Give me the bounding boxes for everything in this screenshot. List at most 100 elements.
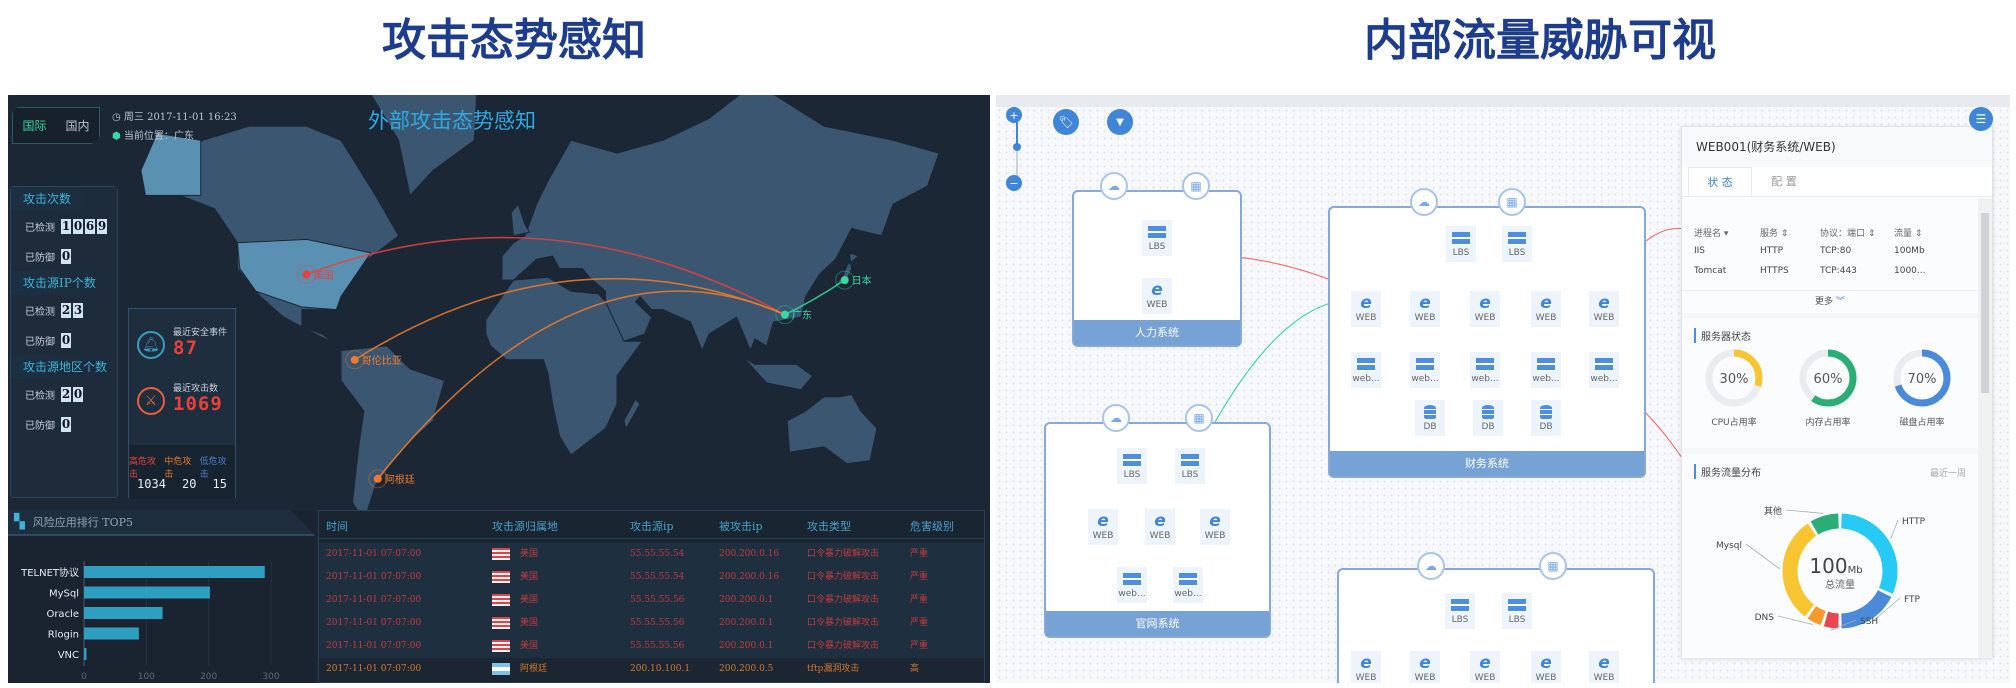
- node-lbs[interactable]: LBS: [1175, 448, 1205, 484]
- ie-icon: e: [1540, 293, 1552, 313]
- type-cell: 口令暴力破解攻击: [807, 618, 880, 628]
- more-button[interactable]: 更多 ︾: [1682, 290, 1978, 312]
- high-risk-label: 高危攻击: [129, 457, 157, 480]
- process-column-header[interactable]: 进程名 ▾: [1694, 229, 1729, 239]
- node-web[interactable]: e WEB: [1200, 509, 1230, 545]
- building-icon[interactable]: ▦: [1539, 552, 1567, 580]
- node-web-service[interactable]: web...: [1410, 352, 1440, 388]
- node-lbs[interactable]: LBS: [1446, 226, 1476, 262]
- node-lbs[interactable]: LBS: [1502, 593, 1532, 629]
- zoom-slider-handle[interactable]: [1013, 143, 1021, 151]
- node-web[interactable]: e WEB: [1088, 509, 1118, 545]
- panel-scrollbar[interactable]: [1978, 198, 1992, 658]
- map-marker[interactable]: [840, 276, 849, 285]
- tab-config[interactable]: 配 置: [1771, 175, 1797, 188]
- node-web[interactable]: e WEB: [1410, 291, 1440, 327]
- range-selector[interactable]: 最近一周: [1929, 469, 1966, 479]
- icon-shape: [1476, 357, 1494, 371]
- grid-icon: ▚: [14, 514, 25, 530]
- table-row[interactable]: 2017-11-01 07:07:00 阿根廷 200.10.100.1 200.20…: [319, 658, 984, 681]
- donut-slice[interactable]: [1782, 523, 1817, 617]
- node-web[interactable]: e WEB: [1145, 509, 1175, 545]
- map-marker[interactable]: [780, 310, 789, 319]
- node-label: WEB: [1149, 531, 1171, 541]
- system-group[interactable]: 财务系统: [1328, 206, 1646, 478]
- map-marker[interactable]: [302, 270, 311, 279]
- node-web[interactable]: e WEB: [1470, 291, 1500, 327]
- donut-slice[interactable]: [1840, 513, 1898, 594]
- zoom-in-button[interactable]: +: [1006, 107, 1022, 123]
- map-marker[interactable]: [350, 355, 359, 364]
- land-south-america: [340, 345, 446, 523]
- column-header[interactable]: 攻击源ip: [630, 520, 674, 533]
- node-label: LBS: [1181, 470, 1199, 480]
- column-header[interactable]: 被攻击ip: [719, 520, 763, 533]
- cloud-icon[interactable]: ☁: [1100, 172, 1128, 200]
- origin-cell: 美国: [520, 549, 539, 559]
- node-db[interactable]: DB: [1531, 400, 1561, 436]
- table-row[interactable]: 2017-11-01 07:07:00 美国 55.55.55.56 200.200.…: [319, 612, 984, 635]
- node-lbs[interactable]: LBS: [1502, 226, 1532, 262]
- node-web-service[interactable]: web...: [1589, 352, 1619, 388]
- server-icon: [1446, 228, 1476, 248]
- node-web[interactable]: e WEB: [1351, 291, 1381, 327]
- node-web-service[interactable]: web...: [1117, 567, 1147, 603]
- tick-label: 100: [138, 672, 155, 681]
- column-header[interactable]: 攻击源归属地: [492, 520, 558, 533]
- node-lbs[interactable]: LBS: [1142, 220, 1172, 256]
- donut-slice[interactable]: [1823, 611, 1839, 629]
- column-header[interactable]: 攻击类型: [807, 520, 851, 533]
- node-web-service[interactable]: web...: [1470, 352, 1500, 388]
- node-web[interactable]: e WEB: [1351, 651, 1381, 683]
- table-row[interactable]: 2017-11-01 07:07:00 美国 55.55.55.54 200.200.…: [319, 543, 984, 566]
- node-lbs[interactable]: LBS: [1117, 448, 1147, 484]
- node-web-service[interactable]: web...: [1173, 567, 1203, 603]
- table-row[interactable]: 2017-11-01 07:07:00 美国 55.55.55.56 200.200.…: [319, 589, 984, 612]
- tab-status[interactable]: 状 态: [1688, 167, 1752, 196]
- table-row[interactable]: 2017-11-01 07:07:00 美国 55.55.55.56 200.200.…: [319, 635, 984, 658]
- zoom-out-button[interactable]: −: [1006, 175, 1022, 191]
- node-label: WEB: [1474, 673, 1496, 683]
- attack-arc: [784, 279, 846, 316]
- cloud-icon[interactable]: ☁: [1410, 188, 1438, 216]
- recent-security-value: 87: [173, 337, 198, 359]
- ie-icon: e: [1360, 293, 1372, 313]
- node-db[interactable]: DB: [1415, 400, 1445, 436]
- node-web[interactable]: e WEB: [1531, 291, 1561, 327]
- donut-slice[interactable]: [1810, 513, 1840, 535]
- building-icon[interactable]: ▦: [1182, 172, 1210, 200]
- map-marker[interactable]: [373, 474, 382, 483]
- node-web[interactable]: e WEB: [1142, 278, 1172, 314]
- node-web-service[interactable]: web...: [1531, 352, 1561, 388]
- process-column-header[interactable]: 服务 ⇕: [1760, 229, 1789, 239]
- tab-international[interactable]: 国际: [22, 119, 47, 133]
- node-lbs[interactable]: LBS: [1445, 593, 1475, 629]
- dropdown-button[interactable]: ▼: [1107, 109, 1133, 135]
- server-icon: [1502, 228, 1532, 248]
- donut-slice[interactable]: [1807, 605, 1826, 626]
- column-header[interactable]: 危害级别: [910, 520, 954, 533]
- node-web[interactable]: e WEB: [1410, 651, 1440, 683]
- list-menu-button[interactable]: ☰: [1969, 107, 1993, 131]
- process-column-header[interactable]: 协议：端口 ⇕: [1820, 229, 1876, 239]
- node-web[interactable]: e WEB: [1470, 651, 1500, 683]
- icon-shape: [1357, 357, 1375, 371]
- donut-slice[interactable]: [1840, 589, 1892, 629]
- system-group[interactable]: 人力系统: [1072, 190, 1242, 347]
- ie-icon: e: [1360, 653, 1372, 673]
- node-web-service[interactable]: web...: [1351, 352, 1381, 388]
- node-web[interactable]: e WEB: [1589, 651, 1619, 683]
- node-web[interactable]: e WEB: [1531, 651, 1561, 683]
- column-header[interactable]: 时间: [326, 520, 348, 533]
- tab-domestic[interactable]: 国内: [65, 119, 90, 133]
- cloud-icon[interactable]: ☁: [1417, 552, 1445, 580]
- table-row[interactable]: 2017-11-01 07:07:00 美国 55.55.55.54 200.200.…: [319, 566, 984, 589]
- building-icon[interactable]: ▦: [1498, 188, 1526, 216]
- process-column-header[interactable]: 流量 ⇕: [1894, 229, 1923, 239]
- building-icon[interactable]: ▦: [1185, 404, 1213, 432]
- cloud-icon[interactable]: ☁: [1102, 404, 1130, 432]
- dst-cell: 200.200.0.1: [719, 641, 774, 651]
- node-db[interactable]: DB: [1473, 400, 1503, 436]
- node-web[interactable]: e WEB: [1589, 291, 1619, 327]
- tag-button[interactable]: 🏷︎: [1053, 109, 1079, 135]
